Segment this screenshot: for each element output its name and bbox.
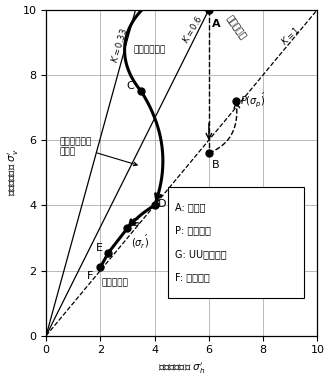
Text: ボーリング: ボーリング	[225, 14, 248, 41]
Text: F: F	[87, 271, 93, 281]
Text: サンプリング: サンプリング	[133, 45, 165, 54]
Text: G: G	[131, 217, 139, 228]
Text: E: E	[96, 243, 103, 253]
Y-axis label: 邉直有効応力 $\sigma_v'$: 邉直有効応力 $\sigma_v'$	[6, 149, 21, 196]
FancyBboxPatch shape	[168, 187, 304, 298]
Text: $K=0.6$: $K=0.6$	[180, 13, 205, 45]
Text: C: C	[126, 81, 134, 91]
Text: D: D	[158, 199, 166, 209]
Text: B: B	[212, 160, 220, 170]
Text: A: A	[212, 19, 221, 29]
Text: $(\sigma_r\')$: $(\sigma_r\')$	[131, 232, 149, 250]
X-axis label: 水平有効応力 $\sigma_h'$: 水平有効応力 $\sigma_h'$	[158, 361, 205, 376]
Text: A: 原位置: A: 原位置	[175, 202, 206, 212]
Text: $K=0.33$: $K=0.33$	[109, 27, 130, 64]
Text: チューブより
引抜き: チューブより 引抜き	[60, 137, 137, 166]
Text: $K=1$: $K=1$	[279, 24, 302, 47]
Text: G: UU試験など: G: UU試験など	[175, 249, 227, 259]
Text: トリミング: トリミング	[102, 278, 129, 287]
Text: P: 完全試料: P: 完全試料	[175, 225, 211, 235]
Text: $P(\sigma_p\')$: $P(\sigma_p\')$	[240, 90, 266, 109]
Text: F: 一軸試験: F: 一軸試験	[175, 272, 210, 282]
